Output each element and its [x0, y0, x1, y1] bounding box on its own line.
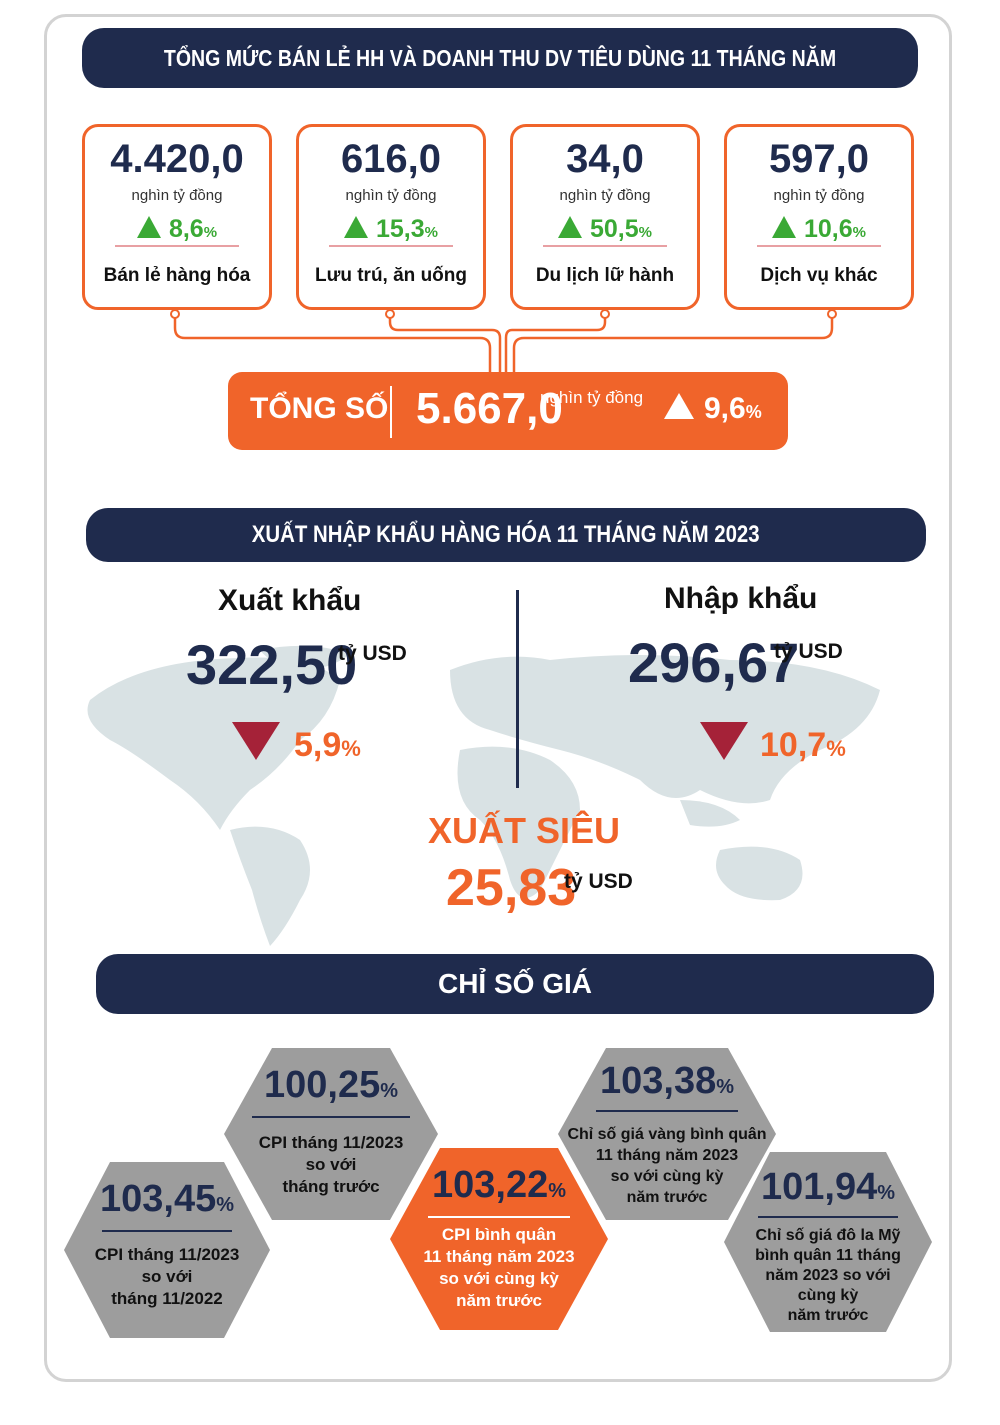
up-arrow-icon — [557, 216, 582, 238]
card-value: 34,0 — [566, 137, 644, 181]
total-divider — [390, 386, 392, 438]
hex-cpi-yoy: 103,45% CPI tháng 11/2023 so với tháng 11/… — [62, 1160, 272, 1340]
card-divider — [543, 245, 667, 247]
card-unit: nghìn tỷ đồng — [773, 187, 865, 204]
card-unit: nghìn tỷ đồng — [131, 187, 223, 204]
export-unit: tỷ USD — [338, 642, 407, 665]
surplus-value: 25,83 — [446, 859, 577, 917]
retail-card-other-services: 597,0 nghìn tỷ đồng 10,6% Dịch vụ khác — [724, 124, 914, 310]
trade-title: XUẤT NHẬP KHẨU HÀNG HÓA 11 THÁNG NĂM 202… — [252, 521, 760, 548]
total-value: 5.667,0 — [416, 384, 563, 433]
surplus-unit: tỷ USD — [564, 870, 633, 893]
total-change: 9,6% — [664, 392, 762, 426]
card-value: 616,0 — [340, 137, 442, 181]
import-label: Nhập khẩu — [664, 582, 818, 615]
down-arrow-icon — [700, 722, 748, 760]
hex-gold-price: 103,38% Chỉ số giá vàng bình quân 11 thán… — [556, 1046, 778, 1222]
surplus-label: XUẤT SIÊU — [428, 810, 621, 851]
page-frame — [44, 14, 952, 1382]
card-value: 597,0 — [768, 137, 870, 181]
export-change: 5,9% — [294, 726, 361, 764]
card-label: Bán lẻ hàng hóa — [103, 265, 251, 286]
export-value: 322,50 — [186, 633, 358, 696]
import-unit: tỷ USD — [774, 640, 843, 663]
up-arrow-icon — [343, 216, 368, 238]
trade-title-banner: XUẤT NHẬP KHẨU HÀNG HÓA 11 THÁNG NĂM 202… — [86, 508, 926, 562]
card-unit: nghìn tỷ đồng — [345, 187, 437, 204]
card-value: 4.420,0 — [110, 137, 244, 181]
total-unit: nghìn tỷ đồng — [540, 388, 644, 407]
export-label: Xuất khẩu — [218, 584, 362, 617]
retail-total-box: TỔNG SỐ 5.667,0 nghìn tỷ đồng 9,6% — [228, 372, 788, 450]
world-map-image — [87, 645, 880, 946]
import-change: 10,7% — [760, 726, 846, 764]
up-arrow-icon — [664, 393, 694, 419]
up-arrow-icon — [136, 216, 161, 238]
card-change: 8,6% — [85, 215, 269, 244]
retail-title: TỔNG MỨC BÁN LẺ HH VÀ DOANH THU DV TIÊU … — [163, 45, 837, 131]
card-change: 15,3% — [299, 215, 483, 244]
hex-cpi-mom: 100,25% CPI tháng 11/2023 so với tháng trư… — [222, 1046, 440, 1222]
card-divider — [115, 245, 239, 247]
card-unit: nghìn tỷ đồng — [559, 187, 651, 204]
card-label: Dịch vụ khác — [760, 265, 878, 286]
trade-divider — [516, 590, 519, 788]
retail-title-banner: TỔNG MỨC BÁN LẺ HH VÀ DOANH THU DV TIÊU … — [82, 28, 918, 131]
card-change: 10,6% — [727, 215, 911, 244]
retail-card-travel: 34,0 nghìn tỷ đồng 50,5% Du lịch lữ hành — [510, 124, 700, 310]
hex-cpi-average: 103,22% CPI bình quân 11 tháng năm 2023 so… — [388, 1146, 610, 1332]
import-value: 296,67 — [628, 631, 800, 694]
card-label: Lưu trú, ăn uống — [314, 265, 467, 286]
card-divider — [757, 245, 881, 247]
retail-card-accommodation: 616,0 nghìn tỷ đồng 15,3% Lưu trú, ăn uố… — [296, 124, 486, 310]
card-divider — [329, 245, 453, 247]
card-connectors — [170, 309, 837, 372]
card-label: Du lịch lữ hành — [535, 265, 675, 286]
prices-title-banner: CHỈ SỐ GIÁ — [96, 954, 934, 1014]
prices-title: CHỈ SỐ GIÁ — [437, 968, 592, 999]
retail-card-goods: 4.420,0 nghìn tỷ đồng 8,6% Bán lẻ hàng h… — [82, 124, 272, 310]
card-change: 50,5% — [513, 215, 697, 244]
hex-usd-price: 101,94% Chỉ số giá đô la Mỹ bình quân 11 … — [722, 1150, 934, 1334]
down-arrow-icon — [232, 722, 280, 760]
up-arrow-icon — [771, 216, 796, 238]
total-label: TỔNG SỐ — [250, 392, 389, 425]
